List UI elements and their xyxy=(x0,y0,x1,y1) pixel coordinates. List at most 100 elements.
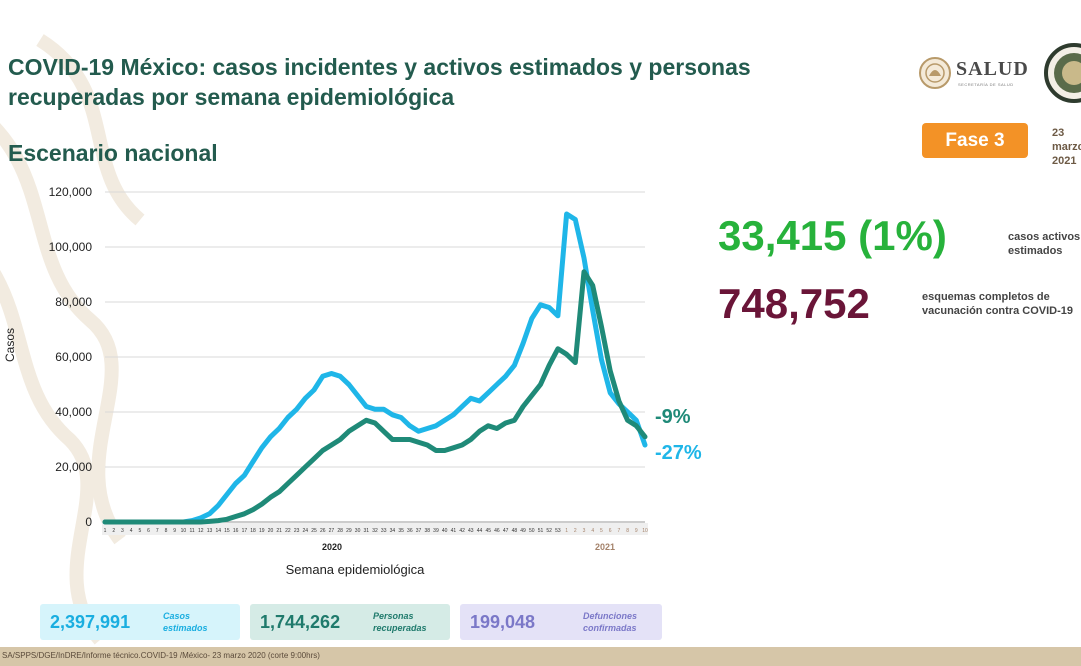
x-tick-label: 52 xyxy=(546,528,552,534)
series-end-labels: -27% -9% xyxy=(655,406,702,464)
x-tick-label: 15 xyxy=(224,528,230,534)
estimated-cases-label: Casos estimados xyxy=(163,611,208,633)
x-tick-label: 35 xyxy=(398,528,404,534)
x-tick-label: 1 xyxy=(565,528,568,534)
page-subtitle: Escenario nacional xyxy=(8,140,218,166)
report-date: 23 marzo 2021 xyxy=(1052,127,1081,167)
x-tick-label: 40 xyxy=(442,528,448,534)
x-tick-label: 41 xyxy=(451,528,457,534)
cases-chart: 020,00040,00060,00080,000100,000120,000 … xyxy=(3,185,702,577)
x-tick-label: 4 xyxy=(591,528,594,534)
deaths-value: 199,048 xyxy=(470,612,536,632)
y-tick-label: 60,000 xyxy=(55,350,92,364)
eagle-seal-icon xyxy=(919,57,951,89)
x-tick-label: 7 xyxy=(617,528,620,534)
x-tick-label: 36 xyxy=(407,528,413,534)
fase-badge: Fase 3 xyxy=(922,123,1028,158)
x-tick-label: 14 xyxy=(215,528,221,534)
year-label-2020: 2020 xyxy=(322,542,342,552)
vaccination-label: esquemas completos de vacunación contra … xyxy=(922,291,1073,317)
mexico-2021-emblem-icon xyxy=(1044,43,1081,103)
series-end-label: -9% xyxy=(655,406,691,428)
x-tick-label: 19 xyxy=(259,528,265,534)
x-axis-ticks: 1 2 3 4 5 6 7 8 9 10 11 12 13 14 15 16 17 18 19 20 21 22 23 24 2… xyxy=(102,523,648,535)
x-tick-label: 37 xyxy=(416,528,422,534)
x-tick-label: 32 xyxy=(372,528,378,534)
x-tick-label: 8 xyxy=(165,528,168,534)
x-tick-label: 48 xyxy=(512,528,518,534)
x-tick-label: 5 xyxy=(138,528,141,534)
y-tick-label: 20,000 xyxy=(55,460,92,474)
x-axis-band xyxy=(102,523,648,535)
x-tick-label: 6 xyxy=(147,528,150,534)
y-tick-label: 120,000 xyxy=(49,185,93,199)
recovered-value: 1,744,262 xyxy=(260,612,341,632)
x-tick-label: 23 xyxy=(294,528,300,534)
x-tick-label: 51 xyxy=(538,528,544,534)
chart-lines xyxy=(102,211,648,525)
page-title: COVID-19 México: casos incidentes y acti… xyxy=(8,54,751,110)
x-tick-label: 10 xyxy=(642,528,648,534)
x-tick-label: 50 xyxy=(529,528,535,534)
recovered-label: Personas recuperadas xyxy=(373,611,427,633)
x-tick-label: 43 xyxy=(468,528,474,534)
series-line-1 xyxy=(102,269,648,525)
x-tick-label: 42 xyxy=(459,528,465,534)
x-tick-label: 3 xyxy=(583,528,586,534)
x-tick-label: 34 xyxy=(390,528,396,534)
x-tick-label: 44 xyxy=(477,528,483,534)
vaccination-value: 748,752 xyxy=(718,280,870,327)
footer-bar: SA/SPPS/DGE/InDRE/Informe técnico.COVID-… xyxy=(0,647,1081,666)
y-axis-ticks: 0 20,000 40,000 60,000 80,000 100,000 120,000 xyxy=(49,185,93,529)
y-tick-label: 100,000 xyxy=(49,240,93,254)
x-tick-label: 24 xyxy=(303,528,309,534)
x-tick-label: 22 xyxy=(285,528,291,534)
active-cases-value: 33,415 (1%) xyxy=(718,212,947,259)
x-tick-label: 38 xyxy=(424,528,430,534)
x-tick-label: 30 xyxy=(355,528,361,534)
x-tick-label: 31 xyxy=(364,528,370,534)
x-tick-label: 39 xyxy=(433,528,439,534)
x-tick-label: 3 xyxy=(121,528,124,534)
x-tick-label: 1 xyxy=(104,528,107,534)
year-label-2021: 2021 xyxy=(595,542,615,552)
x-tick-label: 25 xyxy=(311,528,317,534)
y-axis-label: Casos xyxy=(3,328,17,362)
x-tick-label: 49 xyxy=(520,528,526,534)
x-tick-label: 26 xyxy=(320,528,326,534)
summary-recovered: 1,744,262 Personas recuperadas xyxy=(250,604,450,640)
y-tick-label: 80,000 xyxy=(55,295,92,309)
deaths-label: Defunciones confirmadas xyxy=(583,611,638,633)
footer-source: SA/SPPS/DGE/InDRE/Informe técnico.COVID-… xyxy=(2,651,320,660)
salud-logo: SALUD SECRETARÍA DE SALUD xyxy=(918,54,1033,94)
salud-tagline: SECRETARÍA DE SALUD xyxy=(958,82,1014,87)
x-tick-label: 10 xyxy=(181,528,187,534)
x-tick-label: 11 xyxy=(189,528,194,534)
x-tick-label: 45 xyxy=(485,528,491,534)
salud-brand-text: SALUD xyxy=(956,58,1029,80)
x-tick-label: 2 xyxy=(574,528,577,534)
x-tick-label: 27 xyxy=(329,528,335,534)
summary-estimated-cases: 2,397,991 Casos estimados xyxy=(40,604,240,640)
x-tick-label: 46 xyxy=(494,528,500,534)
x-tick-label: 13 xyxy=(207,528,213,534)
x-tick-label: 8 xyxy=(626,528,629,534)
x-tick-label: 2 xyxy=(112,528,115,534)
x-tick-label: 12 xyxy=(198,528,204,534)
series-line-0 xyxy=(102,211,648,525)
x-tick-label: 53 xyxy=(555,528,561,534)
series-end-label: -27% xyxy=(655,442,702,464)
x-tick-label: 7 xyxy=(156,528,159,534)
x-tick-label: 20 xyxy=(268,528,274,534)
x-tick-label: 21 xyxy=(276,528,282,534)
estimated-cases-value: 2,397,991 xyxy=(50,612,131,632)
x-tick-label: 29 xyxy=(346,528,352,534)
x-tick-label: 16 xyxy=(233,528,239,534)
x-tick-label: 5 xyxy=(600,528,603,534)
x-tick-label: 4 xyxy=(130,528,133,534)
x-tick-label: 9 xyxy=(635,528,638,534)
x-tick-label: 17 xyxy=(242,528,248,534)
x-tick-label: 9 xyxy=(173,528,176,534)
y-tick-label: 0 xyxy=(85,515,92,529)
x-tick-label: 6 xyxy=(609,528,612,534)
